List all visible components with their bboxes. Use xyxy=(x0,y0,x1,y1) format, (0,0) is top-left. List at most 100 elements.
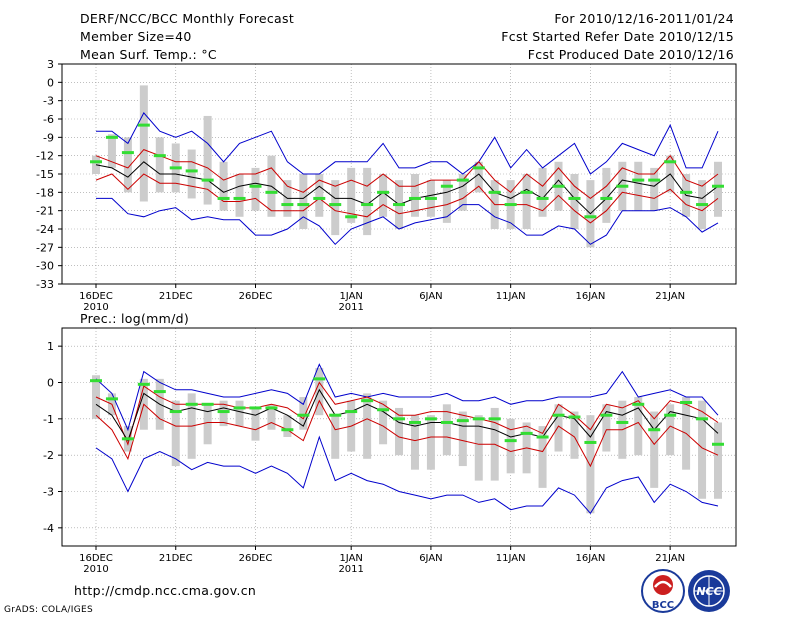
precip-max-line xyxy=(95,363,719,432)
temp-xtick-label: 21JAN xyxy=(655,291,685,302)
temp-obs-mark xyxy=(408,196,421,200)
precip-obs-mark xyxy=(616,420,629,424)
precip-plot-frame xyxy=(61,327,737,547)
precip-range-box xyxy=(634,397,643,456)
temp-range-box xyxy=(331,180,340,236)
precip-ytick-label: -1 xyxy=(43,413,54,426)
ncc-logo-text: NCC xyxy=(696,585,721,598)
temp-obs-mark xyxy=(440,184,453,188)
precip-obs-mark xyxy=(377,408,390,412)
temp-ytick-label: -21 xyxy=(36,205,54,218)
temp-obs-mark xyxy=(265,190,278,194)
temp-ytick-label: -24 xyxy=(36,223,54,236)
temp-ytick-label: 0 xyxy=(47,76,54,89)
temp-range-box xyxy=(251,167,260,211)
temp-obs-mark xyxy=(393,203,406,207)
temp-lower-spread-line xyxy=(95,173,719,224)
forecast-period: For 2010/12/16-2011/01/24 xyxy=(554,11,734,26)
precip-obs-mark xyxy=(153,390,166,394)
precip-range-box xyxy=(395,407,404,456)
temp-obs-mark xyxy=(472,166,485,170)
temp-obs-mark xyxy=(90,160,102,164)
temp-obs-mark xyxy=(281,203,294,207)
precip-obs-mark xyxy=(424,417,437,421)
precip-range-box xyxy=(698,400,707,499)
precip-obs-mark xyxy=(297,413,310,417)
temp-range-box xyxy=(235,174,244,217)
precip-ytick-label: -3 xyxy=(43,486,54,499)
precip-obs-mark xyxy=(680,400,693,404)
precip-range-box xyxy=(219,400,228,427)
temp-range-box xyxy=(474,161,483,193)
precip-obs-mark xyxy=(408,420,421,424)
precip-obs-mark xyxy=(568,415,581,419)
temp-range-box xyxy=(522,174,531,229)
temp-ytick-label: -18 xyxy=(36,186,54,199)
precip-range-box xyxy=(315,367,324,416)
precip-xtick-sublabel: 2011 xyxy=(338,564,363,575)
temp-range-box xyxy=(219,161,228,211)
temp-range-box xyxy=(650,167,659,211)
temp-obs-mark xyxy=(456,178,469,182)
precip-obs-mark xyxy=(345,410,358,414)
temp-obs-mark xyxy=(424,196,437,200)
precip-obs-mark xyxy=(536,435,549,439)
bcc-logo: BCC xyxy=(641,569,685,613)
precip-obs-mark xyxy=(584,440,597,444)
precip-obs-mark xyxy=(632,402,645,406)
temp-obs-mark xyxy=(121,151,134,155)
temp-obs-mark xyxy=(233,196,246,200)
precip-range-box xyxy=(458,411,467,467)
temp-xtick-label: 6JAN xyxy=(419,291,442,302)
precip-xtick-label: 16JAN xyxy=(575,553,605,564)
temp-range-box xyxy=(363,167,372,236)
precip-mean-line xyxy=(95,388,719,442)
temp-range-box xyxy=(379,174,388,217)
precip-obs-mark xyxy=(472,417,485,421)
precip-range-box xyxy=(554,404,563,452)
temp-range-box xyxy=(634,161,643,211)
temp-ytick-label: -33 xyxy=(36,278,54,291)
temp-obs-mark xyxy=(680,190,693,194)
temp-ytick-label: 3 xyxy=(47,58,54,71)
precip-xtick-sublabel: 2010 xyxy=(83,564,108,575)
precip-xtick-label: 21DEC xyxy=(159,553,193,564)
precip-obs-mark xyxy=(281,428,294,432)
temp-range-box xyxy=(410,174,419,217)
temp-obs-mark xyxy=(217,196,230,200)
temp-range-box xyxy=(714,161,722,217)
temp-xtick-label: 21DEC xyxy=(159,291,193,302)
precip-ytick-label: 1 xyxy=(47,340,54,353)
source-url[interactable]: http://cmdp.ncc.cma.gov.cn xyxy=(74,583,257,598)
temp-range-box xyxy=(458,174,467,211)
temp-ytick-label: -30 xyxy=(36,260,54,273)
precip-xtick-label: 26DEC xyxy=(239,553,273,564)
temp-range-box xyxy=(570,174,579,229)
temp-ytick-label: -6 xyxy=(43,113,54,126)
temp-xtick-label: 26DEC xyxy=(239,291,273,302)
precip-xtick-label: 21JAN xyxy=(655,553,685,564)
precip-range-box xyxy=(363,393,372,459)
precip-range-box xyxy=(426,415,435,470)
grads-credit: GrADS: COLA/IGES xyxy=(4,605,93,615)
precip-range-box xyxy=(171,400,180,467)
precip-ytick-label: -2 xyxy=(43,449,54,462)
temp-range-box xyxy=(123,137,132,193)
precip-range-box xyxy=(602,404,611,452)
precip-obs-mark xyxy=(504,439,517,443)
precip-obs-mark xyxy=(137,382,150,386)
precip-obs-mark xyxy=(233,406,246,410)
precip-obs-mark xyxy=(329,413,342,417)
precip-ytick-label: -4 xyxy=(43,522,54,535)
temp-obs-mark xyxy=(712,184,724,188)
temp-obs-mark xyxy=(520,190,533,194)
precip-xtick-label: 6JAN xyxy=(419,553,442,564)
temp-obs-mark xyxy=(488,190,501,194)
temp-min-line xyxy=(96,197,719,246)
temp-obs-mark xyxy=(345,215,358,219)
temp-range-box xyxy=(203,115,212,205)
temp-obs-mark xyxy=(568,196,581,200)
member-size-label: Member Size=40 xyxy=(80,29,192,44)
precip-range-box xyxy=(235,400,244,427)
temp-xtick-label: 1JAN xyxy=(339,291,362,302)
